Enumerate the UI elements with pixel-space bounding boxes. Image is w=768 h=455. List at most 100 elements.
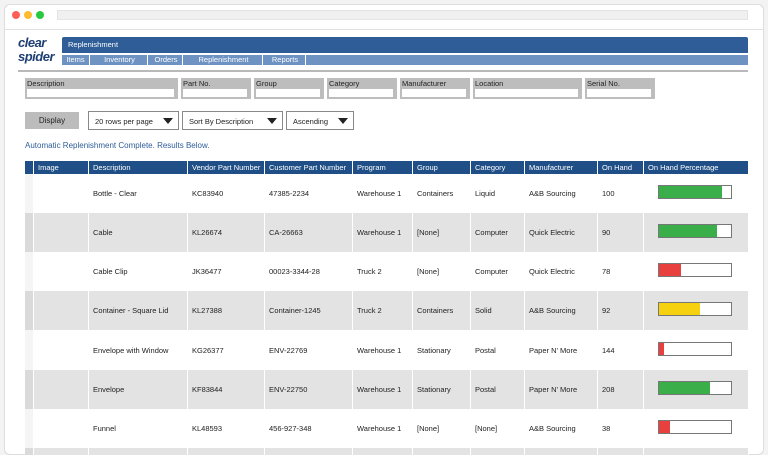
- column-header: Group: [417, 163, 438, 172]
- filter-label: Manufacturer: [402, 79, 447, 88]
- tab-bar: [62, 55, 748, 65]
- select-arrow: [163, 118, 173, 124]
- filter-input[interactable]: [183, 89, 247, 97]
- select[interactable]: [286, 111, 354, 130]
- select-text: Ascending: [293, 117, 329, 126]
- nav-tab[interactable]: Inventory: [92, 55, 148, 65]
- filter-label: Part No.: [183, 79, 211, 88]
- table-cell: KL48593: [192, 424, 223, 433]
- table-cell: 92: [602, 306, 611, 315]
- table-cell: Computer: [475, 267, 508, 276]
- column-header: Customer Part Number: [269, 163, 347, 172]
- table-row: [25, 409, 748, 448]
- table-header-row: [25, 161, 748, 174]
- column-divider: [33, 174, 34, 455]
- table-cell: 38: [602, 424, 611, 433]
- table-cell: Warehouse 1: [357, 424, 402, 433]
- percentage-bar: [659, 264, 681, 276]
- filter-input[interactable]: [27, 89, 174, 97]
- column-header: On Hand Percentage: [648, 163, 719, 172]
- table-row: [25, 213, 748, 252]
- filter-input[interactable]: [256, 89, 320, 97]
- table-cell: 47385-2234: [269, 189, 310, 198]
- table-cell: Postal: [475, 346, 496, 355]
- table-cell: Cable: [93, 228, 113, 237]
- table-cell: ENV-22769: [269, 346, 308, 355]
- table-cell: Quick Electric: [529, 267, 575, 276]
- address-bar[interactable]: [57, 10, 748, 20]
- column-divider: [88, 174, 89, 455]
- table-cell: A&B Sourcing: [529, 189, 576, 198]
- table-cell: Truck 2: [357, 267, 382, 276]
- column-header: Category: [475, 163, 506, 172]
- filter-input[interactable]: [587, 89, 651, 97]
- select[interactable]: [88, 111, 179, 130]
- table-cell: Envelope with Window: [93, 346, 169, 355]
- nav-tab[interactable]: Replenishment: [185, 55, 263, 65]
- table-cell: 00023-3344-28: [269, 267, 320, 276]
- nav-tab[interactable]: Items: [62, 55, 90, 65]
- nav-bar: [62, 37, 748, 53]
- percentage-bar: [659, 186, 723, 198]
- filter-label: Group: [256, 79, 277, 88]
- column-header: Description: [93, 163, 131, 172]
- percentage-track: [658, 342, 732, 356]
- table-cell: KG26377: [192, 346, 224, 355]
- table-cell: [None]: [417, 267, 440, 276]
- table-cell: KL27388: [192, 306, 223, 315]
- table-cell: Containers: [417, 189, 454, 198]
- table-row: [25, 331, 748, 370]
- display-button[interactable]: Display: [25, 112, 79, 129]
- maximize-dot[interactable]: [36, 11, 44, 19]
- filter-input[interactable]: [329, 89, 393, 97]
- table-cell: Cable Clip: [93, 267, 128, 276]
- select[interactable]: [182, 111, 283, 130]
- table-cell: Warehouse 1: [357, 189, 402, 198]
- minimize-dot[interactable]: [24, 11, 32, 19]
- table-row: [25, 448, 748, 455]
- table-cell: Stationary: [417, 385, 451, 394]
- table-cell: KC83940: [192, 189, 224, 198]
- table-cell: Warehouse 1: [357, 385, 402, 394]
- table-cell: A&B Sourcing: [529, 306, 576, 315]
- column-divider: [524, 174, 525, 455]
- select-text: 20 rows per page: [95, 117, 153, 126]
- nav-title: Replenishment: [68, 40, 119, 49]
- select-arrow: [338, 118, 348, 124]
- table-cell: Truck 2: [357, 306, 382, 315]
- table-cell: Solid: [475, 306, 492, 315]
- percentage-track: [658, 420, 732, 434]
- table-cell: KL26674: [192, 228, 223, 237]
- nav-tab[interactable]: Orders: [150, 55, 183, 65]
- table-row: [25, 370, 748, 409]
- column-header: Manufacturer: [529, 163, 574, 172]
- select-text: Sort By Description: [189, 117, 254, 126]
- close-dot[interactable]: [12, 11, 20, 19]
- filter-input[interactable]: [402, 89, 466, 97]
- filter-input[interactable]: [475, 89, 578, 97]
- table-cell: Envelope: [93, 385, 125, 394]
- table-cell: Funnel: [93, 424, 116, 433]
- table-cell: Bottle - Clear: [93, 189, 137, 198]
- column-divider: [25, 174, 33, 455]
- table-cell: Containers: [417, 306, 454, 315]
- table-cell: 100: [602, 189, 615, 198]
- nav-tab[interactable]: Reports: [265, 55, 306, 65]
- logo-text: clear: [18, 35, 46, 50]
- table-cell: 78: [602, 267, 611, 276]
- column-header: On Hand: [602, 163, 633, 172]
- table-cell: 90: [602, 228, 611, 237]
- percentage-bar: [659, 303, 701, 315]
- table-cell: Computer: [475, 228, 508, 237]
- table-row: [25, 291, 748, 330]
- table-cell: Warehouse 1: [357, 346, 402, 355]
- column-header: Image: [38, 163, 59, 172]
- filter-label: Category: [329, 79, 360, 88]
- column-divider: [352, 174, 353, 455]
- logo-text: spider: [18, 49, 55, 64]
- percentage-bar: [659, 421, 670, 433]
- message: Automatic Replenishment Complete. Result…: [25, 141, 210, 150]
- percentage-bar: [659, 382, 711, 394]
- table-cell: Quick Electric: [529, 228, 575, 237]
